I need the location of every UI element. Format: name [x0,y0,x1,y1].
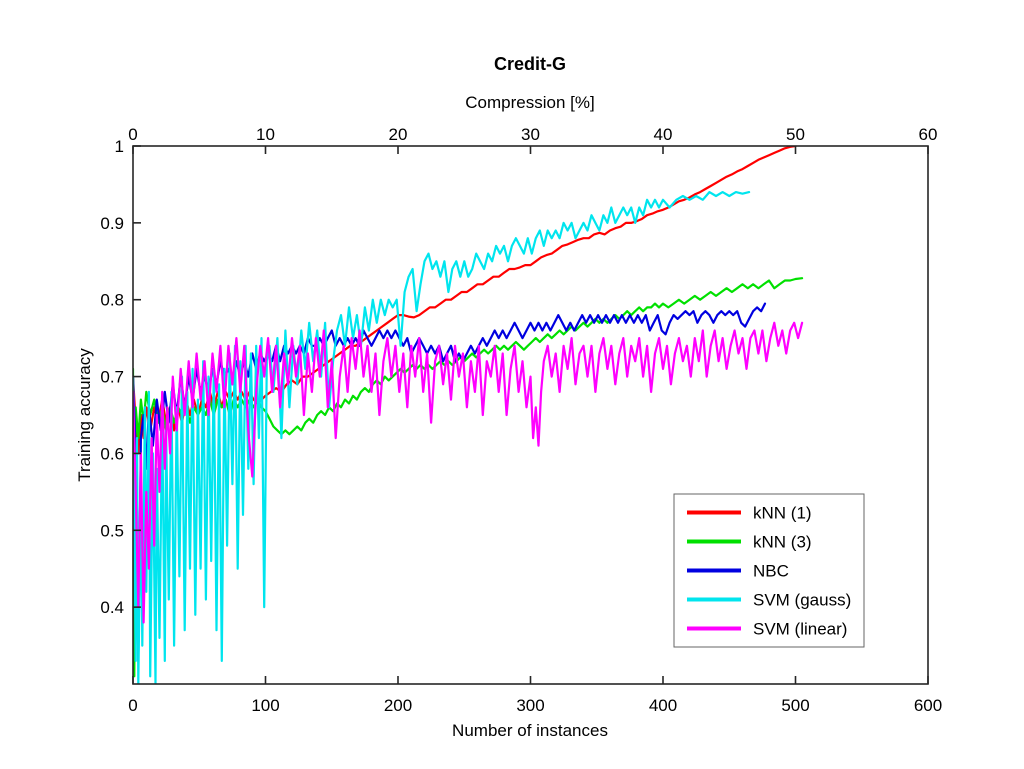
top-x-tick-label: 0 [128,125,137,144]
x-tick-label: 300 [516,696,544,715]
legend-label: kNN (3) [753,533,812,552]
y-tick-label: 0.8 [100,291,124,310]
legend-label: NBC [753,562,789,581]
x-axis-label: Number of instances [452,721,608,740]
x-tick-label: 600 [914,696,942,715]
top-axis-label: Compression [%] [465,93,594,112]
y-tick-label: 0.4 [100,598,124,617]
y-tick-label: 0.7 [100,368,124,387]
top-x-tick-label: 50 [786,125,805,144]
top-x-tick-label: 20 [389,125,408,144]
top-x-tick-label: 40 [654,125,673,144]
top-x-tick-label: 30 [521,125,540,144]
y-tick-label: 0.5 [100,521,124,540]
top-x-tick-label: 60 [919,125,938,144]
legend-label: kNN (1) [753,504,812,523]
legend: kNN (1) kNN (3) NBC SVM (gauss) SVM (linear) [673,493,865,648]
y-tick-label: 0.6 [100,444,124,463]
x-tick-label: 100 [251,696,279,715]
y-tick-label: 0.9 [100,214,124,233]
series-layer [133,146,804,684]
y-axis-label: Training accuracy [75,348,94,482]
legend-label: SVM (linear) [753,620,847,639]
x-tick-label: 0 [128,696,137,715]
x-tick-label: 500 [781,696,809,715]
series-line-svm-linear [133,321,804,624]
y-tick-label: 1 [115,137,124,156]
series-line-knn-1 [133,146,797,455]
legend-label: SVM (gauss) [753,591,851,610]
chart-title: Credit-G [494,54,566,74]
x-tick-label: 200 [384,696,412,715]
top-x-tick-label: 10 [256,125,275,144]
x-tick-label: 400 [649,696,677,715]
series-line-svm-gauss [133,191,751,684]
